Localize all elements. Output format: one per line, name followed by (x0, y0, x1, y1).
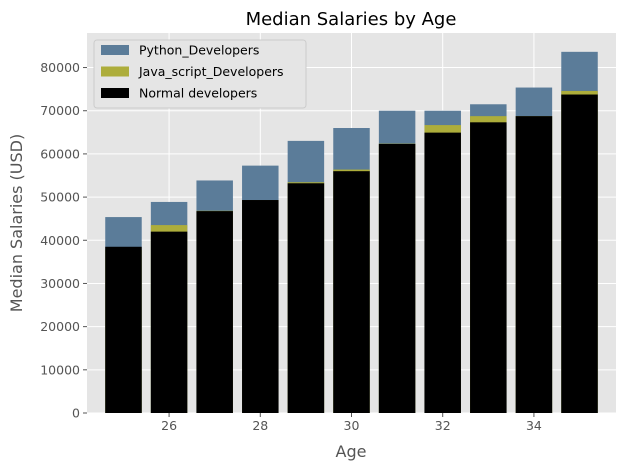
bar (378, 143, 416, 413)
y-tick-label: 40000 (40, 233, 80, 248)
legend-box (93, 39, 307, 109)
y-tick-label: 10000 (40, 362, 80, 377)
y-tick-label: 0 (72, 406, 80, 421)
legend-swatch (101, 45, 129, 55)
bars (105, 51, 598, 414)
y-tick-label: 20000 (40, 319, 80, 334)
series-normal-developers (105, 94, 598, 413)
x-tick-label: 30 (344, 418, 360, 433)
chart-title: Median Salaries by Age (246, 9, 457, 30)
y-axis-label: Median Salaries (USD) (7, 134, 26, 312)
x-tick-label: 32 (435, 418, 451, 433)
y-tick-label: 80000 (40, 60, 80, 75)
bar (242, 200, 279, 413)
y-tick-label: 30000 (40, 276, 80, 291)
bar (561, 94, 598, 413)
bar (287, 183, 325, 413)
y-tick-label: 50000 (40, 190, 80, 205)
y-axis-ticks: 0 10000 20000 30000 40000 50000 60000 70000 8000… (40, 60, 87, 421)
legend-label: Normal developers (139, 86, 257, 101)
x-axis-label: Age (336, 442, 367, 461)
x-axis-ticks: 26 28 30 32 34 (161, 413, 542, 433)
bar (333, 171, 370, 413)
bar (105, 246, 142, 413)
legend-swatch (101, 88, 129, 98)
y-tick-label: 60000 (40, 146, 80, 161)
legend-label: Python_Developers (139, 43, 259, 58)
x-tick-label: 28 (252, 418, 268, 433)
x-tick-label: 26 (161, 418, 177, 433)
legend-label: Java_script_Developers (138, 64, 284, 79)
bar (424, 132, 461, 413)
bar (515, 116, 553, 413)
bar (150, 231, 188, 413)
y-tick-label: 70000 (40, 103, 80, 118)
x-tick-label: 34 (526, 418, 542, 433)
legend-swatch (101, 66, 129, 77)
bar (196, 211, 233, 413)
bar (470, 122, 507, 413)
legend: Python_Developers Java_script_Developers N… (93, 39, 307, 109)
